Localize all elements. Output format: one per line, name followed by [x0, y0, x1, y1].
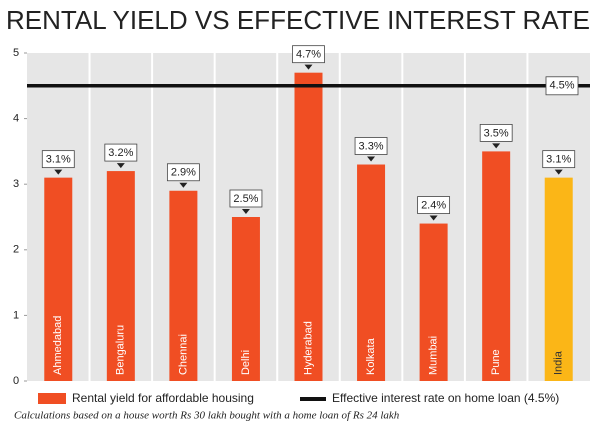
x-tick-label: Bengaluru	[115, 325, 127, 375]
bar	[357, 164, 386, 381]
label-box	[479, 124, 513, 142]
label-pointer	[367, 156, 376, 162]
label-box	[104, 143, 138, 162]
footnote: Calculations based on a house worth Rs 3…	[14, 410, 400, 422]
label-pointer	[429, 215, 438, 221]
bar	[106, 171, 135, 381]
reference-label: 4.5%	[549, 80, 574, 92]
label-pointer	[554, 169, 563, 175]
value-label: 3.2%	[108, 147, 133, 159]
label-box	[545, 76, 579, 96]
label-box	[542, 150, 576, 169]
x-tick-label: Chennai	[177, 334, 189, 375]
x-tick-label: India	[553, 350, 565, 375]
x-tick-label: Mumbai	[428, 336, 440, 375]
label-pointer	[304, 64, 313, 70]
y-tick-label: 3	[13, 178, 19, 190]
label-box	[229, 189, 263, 208]
x-tick-label: Hyderabad	[302, 321, 314, 375]
value-label: 2.5%	[233, 193, 258, 205]
bar	[419, 223, 448, 381]
label-pointer	[492, 143, 501, 149]
bar	[544, 177, 573, 381]
value-label: 2.9%	[171, 167, 196, 179]
bar	[294, 72, 323, 382]
y-tick-label: 2	[13, 244, 19, 256]
bar	[482, 151, 511, 381]
legend-label: Effective interest rate on home loan (4.…	[332, 391, 559, 405]
label-box	[166, 163, 200, 182]
bar	[169, 190, 198, 381]
label-box	[417, 196, 451, 214]
label-pointer	[179, 182, 188, 188]
y-tick-label: 5	[13, 47, 19, 59]
y-tick-label: 0	[13, 375, 19, 387]
value-label: 3.5%	[484, 127, 509, 139]
x-tick-label: Pune	[490, 349, 502, 375]
y-tick-label: 1	[13, 309, 19, 321]
x-tick-label: Kolkata	[365, 337, 377, 375]
x-tick-label: Delhi	[240, 350, 252, 375]
value-label: 3.3%	[359, 140, 384, 152]
bar	[44, 177, 73, 381]
legend-swatch	[38, 393, 66, 404]
label-pointer	[241, 209, 250, 214]
label-box	[41, 150, 75, 169]
label-box	[354, 137, 388, 155]
chart-title: RENTAL YIELD VS EFFECTIVE INTEREST RATE	[6, 5, 590, 35]
y-tick-label: 4	[13, 113, 19, 125]
value-label: 2.4%	[421, 199, 446, 211]
value-label: 4.7%	[296, 49, 321, 61]
value-label: 3.1%	[46, 154, 71, 166]
x-tick-label: Ahmedabad	[52, 316, 64, 375]
legend-label: Rental yield for affordable housing	[72, 391, 254, 405]
bar	[231, 217, 260, 381]
label-pointer	[116, 163, 125, 169]
label-pointer	[54, 169, 63, 175]
label-box	[292, 45, 325, 64]
value-label: 3.1%	[546, 154, 571, 166]
